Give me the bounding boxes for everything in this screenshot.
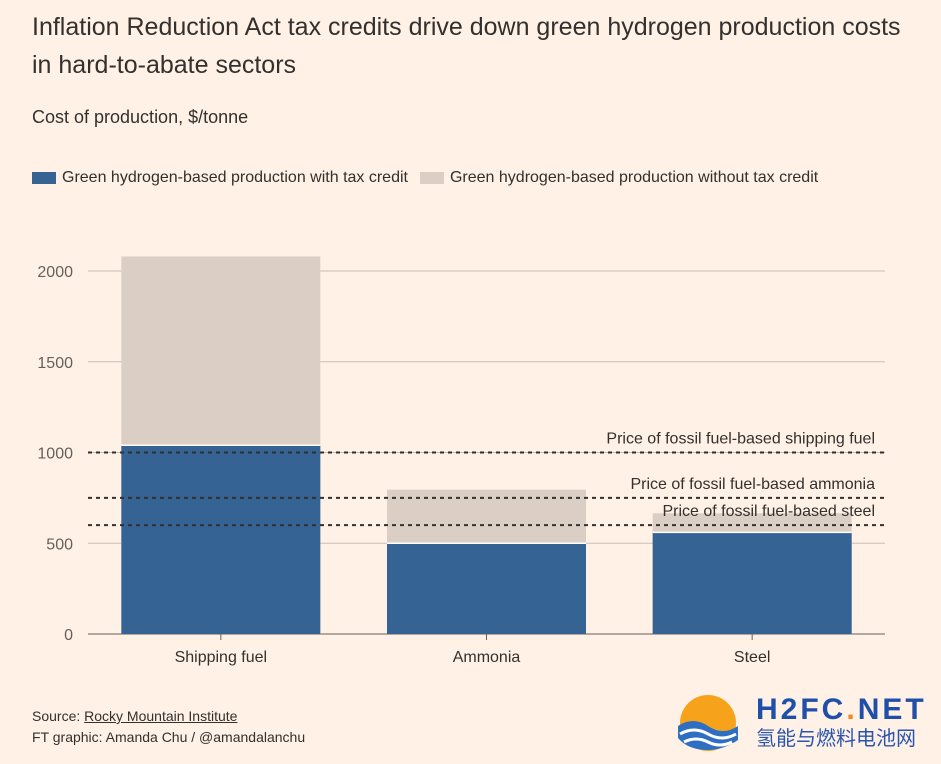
y-tick-label-1000: 1000 [37, 446, 73, 463]
reference-line-label-1: Price of fossil fuel-based ammonia [630, 476, 875, 493]
legend-label-without-credit: Green hydrogen-based production without … [449, 169, 819, 186]
chart-title: Inflation Reduction Act tax credits driv… [32, 13, 901, 79]
legend-item-with-credit: Green hydrogen-based production with tax… [32, 169, 408, 187]
bar-with-credit-ammonia [387, 543, 586, 634]
y-tick-label-2000: 2000 [37, 264, 73, 281]
source-prefix: Source: [32, 708, 85, 724]
watermark-subtitle: 氢能与燃料电池网 [756, 728, 916, 750]
legend-swatch-without-credit [419, 172, 444, 184]
source-line: Source: Rocky Mountain Institute [32, 706, 305, 727]
legend-swatch-with-credit [32, 172, 56, 184]
bar-with-credit-shipping-fuel [121, 445, 321, 634]
y-tick-label-500: 500 [46, 536, 73, 553]
x-tick-label-shipping-fuel: Shipping fuel [175, 649, 268, 666]
legend-label-with-credit: Green hydrogen-based production with tax… [62, 169, 408, 186]
legend: Green hydrogen-based production with tax… [32, 169, 830, 187]
graphic-credit: FT graphic: Amanda Chu / @amandalanchu [32, 729, 306, 745]
legend-item-without-credit: Green hydrogen-based production without … [419, 169, 819, 187]
reference-line-label-0: Price of fossil fuel-based shipping fuel [606, 431, 875, 448]
h2fc-logo-icon [678, 695, 738, 751]
x-tick-label-steel: Steel [734, 649, 770, 666]
watermark: H2FC.NET 氢能与燃料电池网 [668, 688, 938, 758]
reference-line-label-2: Price of fossil fuel-based steel [662, 503, 875, 520]
footer: Source: Rocky Mountain Institute FT grap… [32, 706, 305, 748]
y-tick-label-0: 0 [64, 627, 73, 644]
chart-subtitle: Cost of production, $/tonne [32, 107, 249, 127]
bar-with-credit-steel [652, 532, 852, 634]
y-tick-label-1500: 1500 [37, 355, 73, 372]
watermark-brand: H2FC.NET [756, 693, 927, 726]
x-tick-label-ammonia: Ammonia [453, 649, 521, 666]
bar-chart: 0 500 1000 1500 2000 Shipping fuel Ammonia Stee… [37, 256, 885, 666]
source-link[interactable]: Rocky Mountain Institute [84, 708, 238, 724]
